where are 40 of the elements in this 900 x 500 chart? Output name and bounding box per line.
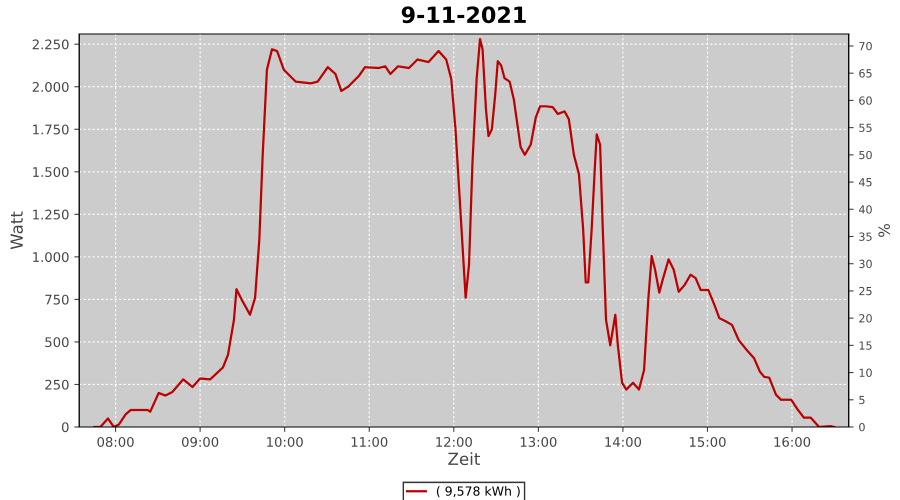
y2-tick-label: 15: [860, 341, 872, 350]
y2-tick-label: 35: [859, 232, 872, 241]
x-axis-title: Zeit: [448, 452, 480, 466]
y2-tick-label: 5: [859, 396, 865, 404]
chart-title: 9-11-2021: [402, 6, 526, 24]
legend-label: ( 9,578 kWh ): [436, 486, 520, 498]
y2-axis-title: %: [878, 224, 890, 237]
y2-tick-label: 55: [859, 124, 872, 132]
x-tick-label: 11:00: [352, 436, 388, 447]
y-tick-label: 1.250: [33, 210, 69, 220]
y2-tick-label: 45: [858, 178, 872, 186]
y-tick-label: 250: [45, 380, 69, 390]
y2-tick-label: 30: [859, 260, 872, 268]
y-tick-label: 0: [62, 422, 69, 432]
y-tick-label: 2.250: [32, 39, 69, 50]
y-axis-title: Watt: [10, 212, 23, 250]
y-tick-label: 1.000: [33, 252, 69, 262]
y-tick-label: 2.000: [32, 82, 69, 92]
y2-tick-label: 50: [859, 150, 872, 160]
y2-tick-label: 20: [859, 314, 872, 323]
x-tick-label: 14:00: [605, 436, 642, 447]
x-tick-label: 08:00: [97, 436, 134, 447]
x-tick-label: 09:00: [182, 436, 218, 447]
y2-tick-label: 10: [860, 368, 872, 377]
x-tick-label: 16:00: [774, 436, 810, 447]
y-tick-label: 500: [45, 337, 69, 348]
x-tick-label: 12:00: [436, 436, 472, 447]
y2-tick-label: 60: [859, 96, 872, 105]
x-tick-label: 13:00: [520, 436, 556, 447]
y2-tick-label: 70: [859, 42, 872, 50]
x-tick-label: 15:00: [690, 436, 726, 447]
y-tick-label: 750: [45, 294, 69, 305]
y-tick-label: 1.750: [33, 124, 69, 134]
y2-tick-label: 25: [859, 286, 872, 296]
line-series: [93, 38, 836, 427]
y2-tick-label: 0: [859, 422, 865, 432]
y2-tick-label: 65: [859, 69, 872, 78]
y-tick-label: 1.500: [33, 167, 69, 178]
y2-tick-label: 40: [858, 205, 872, 214]
x-tick-label: 10:00: [267, 436, 303, 447]
